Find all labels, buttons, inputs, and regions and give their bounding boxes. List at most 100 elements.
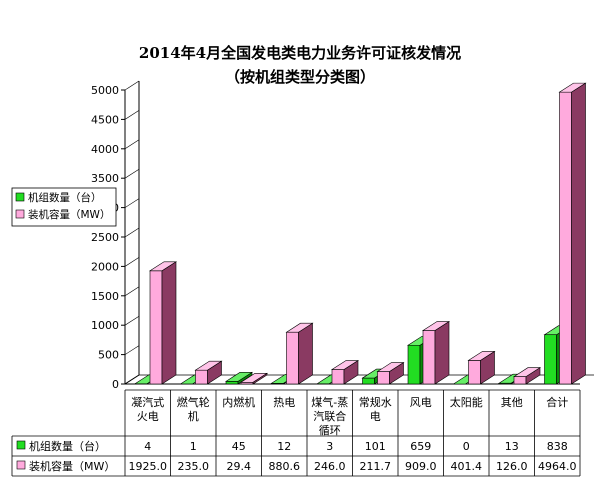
data-label: 880.6	[269, 460, 301, 473]
bar-side	[434, 321, 450, 385]
legend: 机组数量（台） 装机容量（MW）	[11, 187, 117, 227]
bar-front	[331, 369, 345, 385]
x-category-label: 燃气轮	[177, 395, 210, 409]
bar	[148, 261, 178, 385]
y-tick-depth	[124, 168, 140, 179]
bar-front	[377, 371, 390, 385]
bar-front	[149, 270, 163, 385]
y-tick-label: 2000	[91, 260, 119, 273]
table-series-name: 装机容量（MW）	[29, 459, 115, 473]
x-category-label: 火电	[137, 410, 159, 423]
data-label: 211.7	[360, 460, 392, 473]
data-label: 1925.0	[129, 460, 168, 473]
x-category-label: 风电	[410, 396, 432, 409]
x-category-label: 循环	[319, 424, 341, 437]
legend-box	[11, 187, 117, 227]
data-label: 126.0	[496, 460, 528, 473]
bar	[376, 362, 405, 385]
data-label: 29.4	[227, 460, 252, 473]
x-category-label: 汽联合	[313, 409, 346, 423]
data-label: 12	[277, 440, 291, 453]
chart-title-line: （按机组类型分类图）	[225, 68, 375, 86]
legend-swatch	[15, 209, 25, 219]
bar-top	[239, 372, 269, 383]
bar	[194, 360, 223, 385]
y-tick-label: 4000	[91, 143, 119, 156]
data-label: 401.4	[451, 460, 483, 473]
y-tick-depth	[124, 139, 140, 150]
y-tick-label: 1500	[91, 290, 119, 303]
bar-front	[513, 376, 527, 385]
y-tick-label: 5000	[91, 84, 119, 97]
data-label: 246.0	[314, 460, 346, 473]
bar-top	[330, 360, 360, 370]
data-label: 1	[190, 440, 197, 453]
y-tick-label: 3500	[91, 172, 119, 185]
x-category-label: 电	[370, 410, 381, 423]
bar-front	[286, 331, 299, 385]
bar-side	[298, 322, 313, 385]
bar	[239, 372, 269, 385]
x-category-label: 凝汽式	[131, 395, 164, 409]
x-category-label: 常规水	[359, 395, 392, 409]
y-tick-depth	[124, 345, 140, 355]
bar-front	[544, 334, 557, 385]
data-label: 13	[505, 440, 519, 453]
bar-front	[407, 344, 421, 385]
table-series-name: 机组数量（台）	[29, 439, 106, 453]
x-category-label: 机	[188, 409, 199, 423]
legend-label: 装机容量（MW）	[28, 208, 110, 221]
bar-top	[376, 362, 405, 372]
chart-title: 2014年4月全国发电类电力业务许可证核发情况 （按机组类型分类图）	[139, 44, 461, 86]
bar-front	[225, 381, 239, 385]
table-series-swatch	[16, 440, 26, 450]
bar-top	[285, 322, 314, 333]
y-tick-depth	[124, 80, 140, 91]
y-tick-depth	[124, 374, 140, 385]
data-label: 45	[232, 440, 246, 453]
y-tick-label: 0	[112, 378, 119, 391]
y-tick-label: 500	[98, 349, 119, 362]
x-category-label: 其他	[501, 396, 523, 409]
data-label: 4	[144, 440, 151, 453]
bar	[330, 359, 360, 385]
y-tick-label: 2500	[91, 231, 119, 244]
bar-top	[467, 351, 496, 361]
x-category-label: 热电	[273, 396, 295, 409]
bar-top	[194, 360, 223, 371]
x-category-label: 煤气-蒸	[311, 395, 348, 409]
bar-top	[558, 82, 587, 93]
y-tick-depth	[124, 257, 140, 267]
bar-top	[224, 372, 254, 382]
bar	[467, 350, 496, 385]
legend-label: 机组数量（台）	[28, 191, 102, 204]
bar	[285, 322, 314, 385]
bar-front	[362, 377, 375, 385]
bar-top	[512, 367, 542, 377]
y-tick-label: 1000	[91, 319, 119, 332]
x-category-label: 合计	[546, 395, 568, 409]
table-series-swatch	[16, 460, 26, 470]
bar-top	[148, 261, 178, 272]
y-tick-label: 4500	[91, 113, 119, 126]
bar-side	[161, 261, 177, 385]
bar	[224, 371, 254, 385]
data-label: 235.0	[178, 460, 210, 473]
data-label: 4964.0	[538, 460, 577, 473]
bars	[133, 82, 587, 385]
y-tick-depth	[124, 227, 140, 238]
data-label: 838	[547, 440, 568, 453]
x-category-label: 太阳能	[450, 395, 483, 409]
data-label: 659	[410, 440, 431, 453]
bar-front	[468, 360, 481, 385]
bar-top	[421, 321, 451, 331]
data-label: 909.0	[405, 460, 437, 473]
x-category-label: 内燃机	[222, 395, 255, 409]
chart-title-line: 2014年4月全国发电类电力业务许可证核发情况	[139, 44, 461, 62]
data-label: 101	[365, 440, 386, 453]
y-tick-depth	[124, 315, 140, 326]
y-tick-depth	[124, 110, 140, 120]
data-label: 0	[463, 440, 470, 453]
